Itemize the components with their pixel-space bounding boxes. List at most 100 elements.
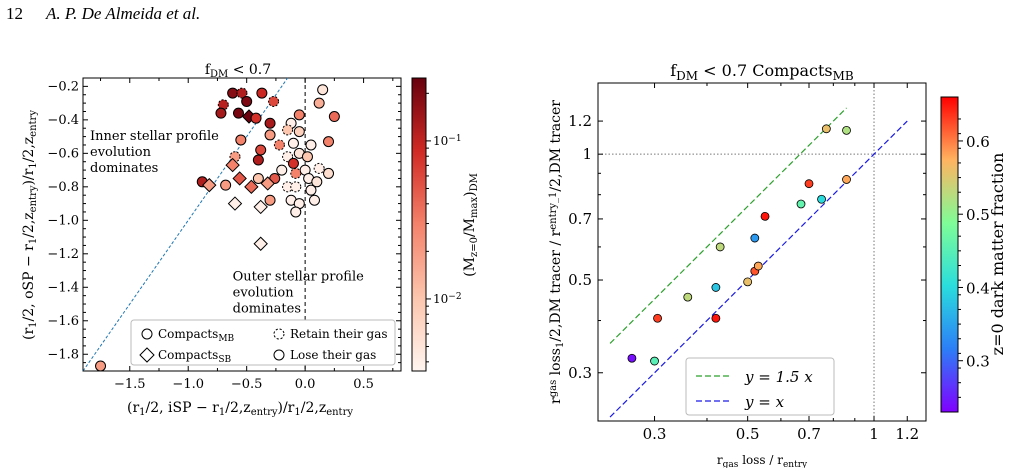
annotation-inner: dominates [90,161,158,176]
legend-label: Retain their gas [290,327,388,341]
y-tick-label: −0.6 [47,146,79,161]
colorbar: 0.3 0.4 0.5 0.6 z=0 dark matter fraction [940,96,1007,413]
legend-marker [139,347,155,363]
chart-title: fDM​ < 0.7 [205,62,271,80]
annotation-inner: evolution [90,145,152,160]
x-axis-label: rgas​ loss / rentry​ [717,453,808,468]
y-tick-label: −0.4 [47,113,79,128]
colorbar-tick-label: 0.5 [966,206,990,224]
data-point [287,157,299,169]
x-tick-label: 1.2 [895,425,919,443]
data-point [264,117,276,129]
colorbar-label: (Mz=0​/Mmax​)DM​ [462,173,480,277]
x-tick-label: −1.5 [114,377,146,392]
x-tick-label: −1.0 [172,377,204,392]
legend-label: Lose their gas [290,348,376,362]
data-point [227,87,239,99]
colorbar-tick-label: 0.6 [966,133,990,151]
data-point [753,261,763,271]
data-point [252,154,264,166]
line-y-equals-1.5x [609,107,847,344]
y-tick-label: −1.6 [47,314,79,329]
data-point [650,356,659,366]
data-point [711,313,721,323]
y-tick-label: −1.2 [47,247,79,262]
data-point [290,181,302,193]
data-point [715,242,725,252]
data-point [256,87,268,99]
x-tick-label: 0.3 [643,425,667,443]
data-point [842,175,851,184]
data-point [683,292,693,302]
data-point [796,199,806,209]
colorbar-label: z=0 dark matter fraction [988,153,1007,356]
data-point [305,139,317,151]
data-point [225,157,240,173]
data-point [220,179,232,191]
y-tick-label: −1.0 [47,213,79,228]
legend-marker [141,328,153,340]
data-point [264,194,276,206]
colorbar-tick-label: 0.4 [966,279,990,297]
data-point [711,283,721,292]
data-point [268,95,280,107]
annotation-inner: Inner stellar profile [90,129,219,144]
data-point [253,236,268,251]
data-point [227,196,243,211]
data-point [290,206,302,218]
y-tick-label: 1.2 [568,112,592,130]
data-point [301,151,313,163]
y-tick-label: −1.8 [47,347,79,362]
legend-label: y = x [744,393,785,411]
x-tick-label: 0.5 [353,377,374,392]
legend-label: y = 1.5 x [744,368,813,386]
legend-box [130,319,396,366]
data-point [235,134,247,146]
colorbar-tick-label: 0.3 [966,353,990,371]
data-point [264,129,276,141]
y-tick-label: 0.5 [568,271,592,289]
page-number: 12 [6,4,23,23]
running-head: A. P. De Almeida et al. [46,4,201,23]
data-point [232,171,247,186]
y-tick-label: 0.7 [568,210,592,228]
x-tick-label: 1 [869,425,879,443]
data-point [313,162,325,174]
chart-title: fDM​ < 0.7 CompactsMB​ [670,61,854,83]
data-point [260,176,275,191]
y-axis-label: rgas​ loss1​/2,DM tracer / rentry_1​/2,D… [548,100,566,404]
data-point [293,109,305,121]
legend-label: CompactsSB​ [158,348,231,365]
annotation-outer: Outer stellar profile [233,270,364,285]
data-point [293,126,305,138]
data-point [323,136,335,148]
y-tick-label: −0.8 [47,180,79,195]
x-tick-label: −0.5 [231,377,263,392]
data-point [236,87,248,99]
data-point [821,124,831,134]
annotation-outer: dominates [233,302,301,317]
right-scatter-chart: fDM​ < 0.7 CompactsMB​ 0.30.50.711.20.30… [548,61,1007,468]
legend-marker [273,349,285,361]
colorbar-gradient [940,96,959,413]
legend-marker [273,328,285,340]
y-axis-label: (r1​/2, oSP − r1​/2,zentry​)/r1​/2,zentr… [21,110,39,340]
data-point [202,177,217,193]
y-tick-label: 1 [582,145,592,163]
x-tick-label: 0.5 [736,425,760,443]
data-point [328,111,340,123]
data-point [273,139,285,151]
data-point [311,176,323,188]
colorbar-tick-label: 10−2​ [433,292,462,306]
y-tick-label: 0.3 [568,364,592,382]
data-point [305,184,317,196]
data-point [282,124,294,136]
plot-frame [82,77,402,372]
colorbar-tick-label: 10−1​ [433,134,462,148]
y-tick-label: −1.4 [47,280,79,295]
data-point [95,360,107,372]
data-point [317,84,329,96]
data-point [241,95,253,107]
colorbar-gradient [411,77,427,372]
